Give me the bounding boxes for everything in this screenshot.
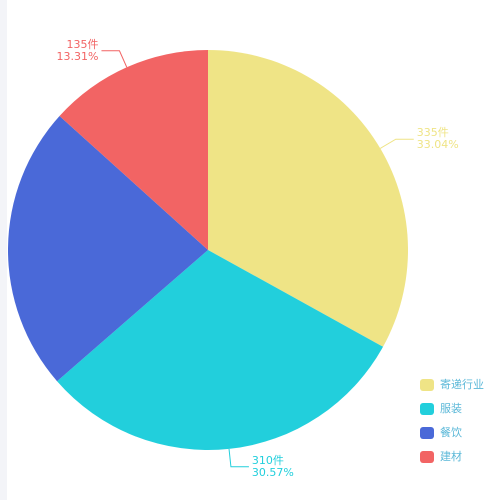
pie-slice xyxy=(59,50,208,250)
value-label: 335件 xyxy=(417,126,449,139)
legend-label: 寄递行业 xyxy=(440,377,484,391)
pie-slice xyxy=(208,50,408,347)
value-label: 135件 xyxy=(66,38,98,51)
legend-swatch xyxy=(420,427,434,439)
pie-slice xyxy=(57,250,384,450)
percent-label: 33.04% xyxy=(417,138,459,151)
legend-label: 餐饮 xyxy=(440,425,462,439)
legend-label: 建材 xyxy=(440,449,462,463)
percent-label: 30.57% xyxy=(252,466,294,479)
legend-swatch xyxy=(420,379,434,391)
label-line xyxy=(380,138,414,149)
pie-slice xyxy=(8,115,209,382)
legend-label: 服装 xyxy=(440,402,462,415)
label-line xyxy=(228,448,249,468)
value-label: 310件 xyxy=(252,454,284,467)
side-strip xyxy=(0,0,7,500)
label-line xyxy=(101,50,128,68)
legend-swatch xyxy=(420,451,434,463)
percent-label: 13.31% xyxy=(57,50,99,63)
legend-swatch xyxy=(420,403,434,415)
